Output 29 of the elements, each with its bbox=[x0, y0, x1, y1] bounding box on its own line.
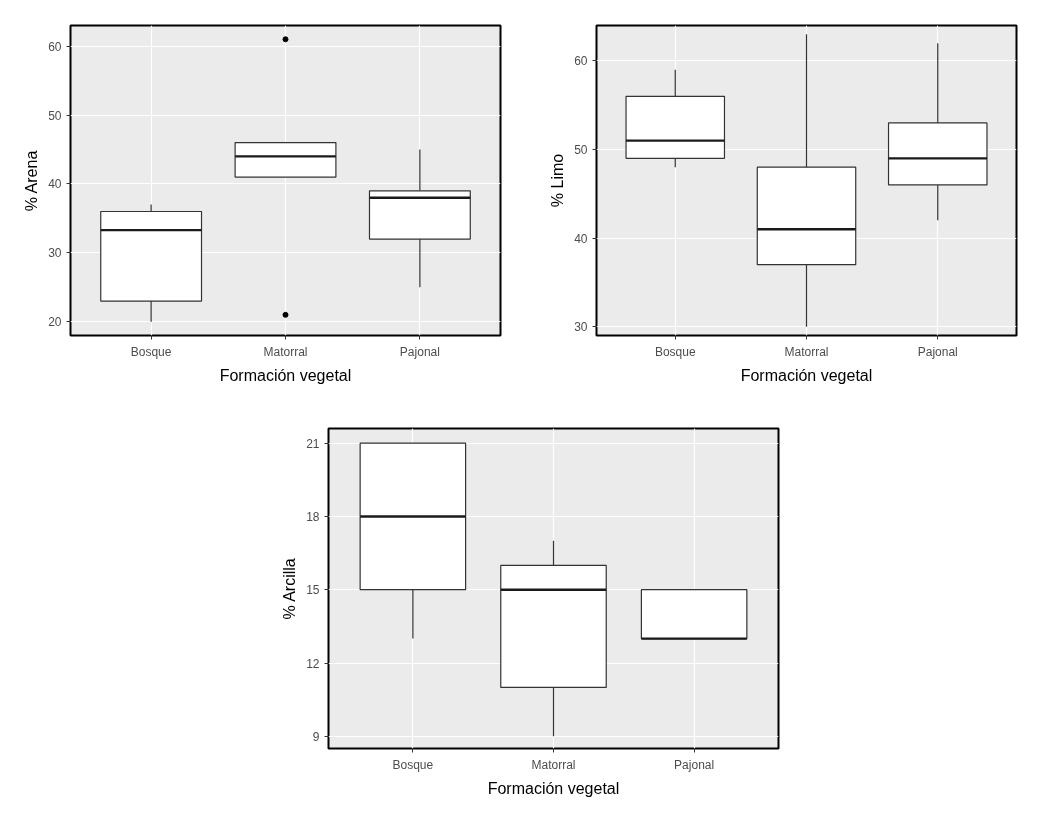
x-axis-title: Formación vegetal bbox=[740, 366, 873, 384]
x-tick-label: Matorral bbox=[784, 344, 829, 359]
y-tick-label: 20 bbox=[48, 315, 62, 330]
y-tick-label: 30 bbox=[574, 320, 588, 335]
x-tick-label: Matorral bbox=[531, 757, 576, 772]
y-tick-label: 18 bbox=[306, 509, 320, 524]
y-axis-title: % Arena bbox=[23, 150, 41, 212]
y-tick-label: 60 bbox=[48, 39, 62, 54]
y-tick-label: 50 bbox=[48, 108, 62, 123]
y-tick-label: 40 bbox=[48, 177, 62, 192]
x-axis-title: Formación vegetal bbox=[487, 779, 620, 797]
x-tick-label: Pajonal bbox=[674, 757, 715, 772]
y-tick-label: 15 bbox=[306, 583, 320, 598]
y-tick-label: 12 bbox=[306, 656, 320, 671]
x-tick-label: Bosque bbox=[654, 344, 696, 359]
x-tick-label: Bosque bbox=[392, 757, 434, 772]
y-tick-label: 40 bbox=[574, 231, 588, 246]
y-tick-label: 50 bbox=[574, 143, 588, 157]
y-tick-label: 9 bbox=[312, 729, 320, 744]
y-tick-label: 60 bbox=[574, 54, 588, 69]
y-tick-label: 21 bbox=[306, 436, 320, 451]
x-tick-label: Matorral bbox=[263, 344, 308, 359]
x-tick-label: Bosque bbox=[130, 344, 172, 359]
x-tick-label: Pajonal bbox=[399, 344, 440, 359]
x-axis-title: Formación vegetal bbox=[219, 366, 352, 384]
y-tick-label: 30 bbox=[48, 246, 62, 261]
y-axis-title: % Limo bbox=[549, 153, 567, 208]
y-axis-title: % Arcilla bbox=[281, 558, 299, 620]
x-tick-label: Pajonal bbox=[917, 344, 958, 359]
